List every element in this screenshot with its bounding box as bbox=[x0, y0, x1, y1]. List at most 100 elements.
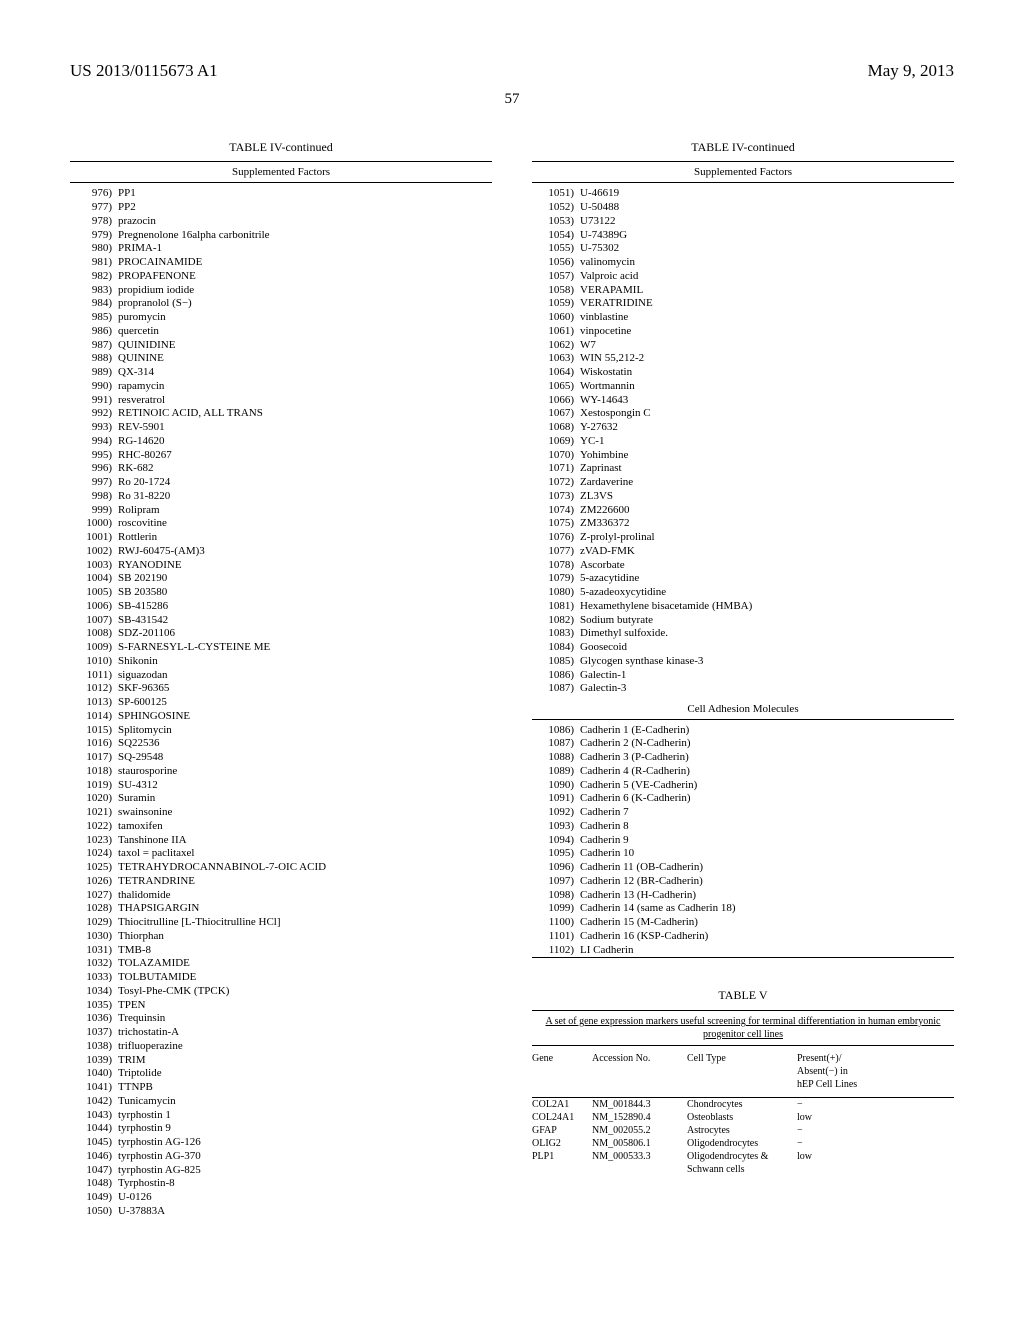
list-item-number: 1074) bbox=[532, 504, 580, 518]
list-item-text: REV-5901 bbox=[118, 421, 492, 435]
list-item: 1064)Wiskostatin bbox=[532, 366, 954, 380]
list-item: 1013)SP-600125 bbox=[70, 696, 492, 710]
list-item-number: 1040) bbox=[70, 1067, 118, 1081]
list-item: 1060)vinblastine bbox=[532, 311, 954, 325]
list-item-number: 1073) bbox=[532, 490, 580, 504]
list-item-number: 1100) bbox=[532, 916, 580, 930]
table5-cell: − bbox=[797, 1098, 877, 1111]
list-item: 1066)WY-14643 bbox=[532, 394, 954, 408]
list-item: 1000)roscovitine bbox=[70, 517, 492, 531]
list-item-text: LI Cadherin bbox=[580, 944, 954, 958]
list-item: 1079)5-azacytidine bbox=[532, 572, 954, 586]
list-item-number: 976) bbox=[70, 187, 118, 201]
table5-cell: NM_000533.3 bbox=[592, 1150, 687, 1176]
list-item-text: THAPSIGARGIN bbox=[118, 902, 492, 916]
list-item: 1028)THAPSIGARGIN bbox=[70, 902, 492, 916]
list-item-text: Yohimbine bbox=[580, 449, 954, 463]
list-item: 978)prazocin bbox=[70, 215, 492, 229]
list-item-text: Trequinsin bbox=[118, 1012, 492, 1026]
table5-body: COL2A1NM_001844.3Chondrocytes−COL24A1NM_… bbox=[532, 1098, 954, 1176]
list-item-number: 1039) bbox=[70, 1054, 118, 1068]
list-item: 1068)Y-27632 bbox=[532, 421, 954, 435]
list-item-text: propidium iodide bbox=[118, 284, 492, 298]
list-item: 1091)Cadherin 6 (K-Cadherin) bbox=[532, 792, 954, 806]
list-item: 976)PP1 bbox=[70, 187, 492, 201]
list-item-number: 988) bbox=[70, 352, 118, 366]
list-item: 977)PP2 bbox=[70, 201, 492, 215]
list-item-text: trichostatin-A bbox=[118, 1026, 492, 1040]
list-item: 1027)thalidomide bbox=[70, 889, 492, 903]
list-item-text: Y-27632 bbox=[580, 421, 954, 435]
list-item: 1003)RYANODINE bbox=[70, 559, 492, 573]
list-item-text: Cadherin 2 (N-Cadherin) bbox=[580, 737, 954, 751]
list-item-number: 1065) bbox=[532, 380, 580, 394]
list-item: 1063)WIN 55,212-2 bbox=[532, 352, 954, 366]
list-item-text: ZM226600 bbox=[580, 504, 954, 518]
table5-head-presence: Present(+)/ Absent(−) in hEP Cell Lines bbox=[797, 1052, 877, 1091]
list-item-number: 1049) bbox=[70, 1191, 118, 1205]
list-item: 1092)Cadherin 7 bbox=[532, 806, 954, 820]
list-item: 1084)Goosecoid bbox=[532, 641, 954, 655]
table4-title-left: TABLE IV-continued bbox=[70, 140, 492, 156]
list-item: 1100)Cadherin 15 (M-Cadherin) bbox=[532, 916, 954, 930]
list-item-text: Cadherin 15 (M-Cadherin) bbox=[580, 916, 954, 930]
list-item-number: 1054) bbox=[532, 229, 580, 243]
table5-header-row: Gene Accession No. Cell Type Present(+)/… bbox=[532, 1046, 954, 1098]
page-header: US 2013/0115673 A1 May 9, 2013 bbox=[70, 60, 954, 82]
list-item-number: 993) bbox=[70, 421, 118, 435]
list-item-text: tyrphostin AG-370 bbox=[118, 1150, 492, 1164]
table5-cell: low bbox=[797, 1111, 877, 1124]
list-item-text: Zardaverine bbox=[580, 476, 954, 490]
list-item-number: 1097) bbox=[532, 875, 580, 889]
list-item-text: siguazodan bbox=[118, 669, 492, 683]
list-item-number: 1048) bbox=[70, 1177, 118, 1191]
list-item-text: Tunicamycin bbox=[118, 1095, 492, 1109]
list-item-number: 1051) bbox=[532, 187, 580, 201]
list-item-number: 1008) bbox=[70, 627, 118, 641]
list-item-number: 1098) bbox=[532, 889, 580, 903]
list-item-number: 1076) bbox=[532, 531, 580, 545]
list-item-text: U-50488 bbox=[580, 201, 954, 215]
list-item: 1023)Tanshinone IIA bbox=[70, 834, 492, 848]
list-item: 1007)SB-431542 bbox=[70, 614, 492, 628]
list-item-number: 1009) bbox=[70, 641, 118, 655]
list-item-text: Cadherin 3 (P-Cadherin) bbox=[580, 751, 954, 765]
list-item: 996)RK-682 bbox=[70, 462, 492, 476]
list-item: 1087)Cadherin 2 (N-Cadherin) bbox=[532, 737, 954, 751]
list-item-number: 1088) bbox=[532, 751, 580, 765]
table5-row: COL24A1NM_152890.4Osteoblastslow bbox=[532, 1111, 954, 1124]
list-item: 1071)Zaprinast bbox=[532, 462, 954, 476]
list-item-number: 1018) bbox=[70, 765, 118, 779]
list-item: 1019)SU-4312 bbox=[70, 779, 492, 793]
list-item-text: PP1 bbox=[118, 187, 492, 201]
table5-row: COL2A1NM_001844.3Chondrocytes− bbox=[532, 1098, 954, 1111]
list-item-text: Pregnenolone 16alpha carbonitrile bbox=[118, 229, 492, 243]
list-item-text: SB 203580 bbox=[118, 586, 492, 600]
list-item: 1030)Thiorphan bbox=[70, 930, 492, 944]
body-columns: TABLE IV-continued Supplemented Factors … bbox=[70, 140, 954, 1219]
list-item: 1040)Triptolide bbox=[70, 1067, 492, 1081]
list-item: 1065)Wortmannin bbox=[532, 380, 954, 394]
list-item-number: 1033) bbox=[70, 971, 118, 985]
list-item: 1072)Zardaverine bbox=[532, 476, 954, 490]
list-item-text: tamoxifen bbox=[118, 820, 492, 834]
list-item-number: 1083) bbox=[532, 627, 580, 641]
list-item: 986)quercetin bbox=[70, 325, 492, 339]
list-item: 1067)Xestospongin C bbox=[532, 407, 954, 421]
table4-left-list: 976)PP1977)PP2978)prazocin979)Pregnenolo… bbox=[70, 187, 492, 1218]
list-item-number: 979) bbox=[70, 229, 118, 243]
list-item-text: Galectin-1 bbox=[580, 669, 954, 683]
list-item: 1002)RWJ-60475-(AM)3 bbox=[70, 545, 492, 559]
list-item: 1096)Cadherin 11 (OB-Cadherin) bbox=[532, 861, 954, 875]
list-item: 1080)5-azadeoxycytidine bbox=[532, 586, 954, 600]
list-item: 1069)YC-1 bbox=[532, 435, 954, 449]
list-item-number: 1024) bbox=[70, 847, 118, 861]
list-item: 991)resveratrol bbox=[70, 394, 492, 408]
list-item: 1088)Cadherin 3 (P-Cadherin) bbox=[532, 751, 954, 765]
list-item-number: 1019) bbox=[70, 779, 118, 793]
list-item-number: 1082) bbox=[532, 614, 580, 628]
list-item-number: 1058) bbox=[532, 284, 580, 298]
list-item-number: 1070) bbox=[532, 449, 580, 463]
list-item-number: 1066) bbox=[532, 394, 580, 408]
table5-cell: Osteoblasts bbox=[687, 1111, 797, 1124]
